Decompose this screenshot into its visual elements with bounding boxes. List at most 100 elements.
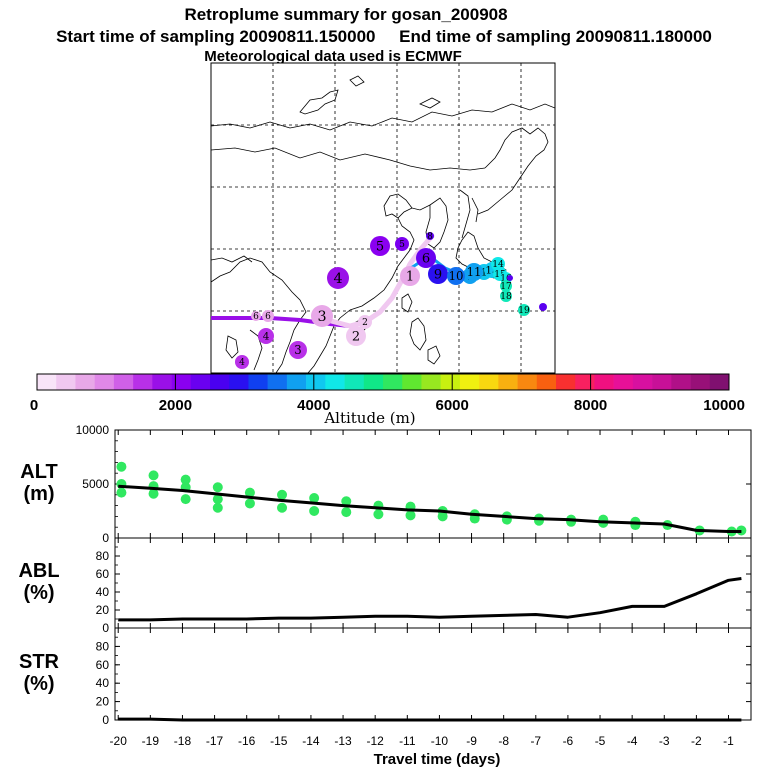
colorbar-cell xyxy=(267,374,288,390)
panel-y-label: (%) xyxy=(23,582,54,604)
map-marker-dot xyxy=(395,237,409,251)
colorbar-cells xyxy=(37,374,730,390)
map-marker: 8 xyxy=(426,232,434,242)
map-marker-dot xyxy=(400,266,420,286)
map-marker: 1 xyxy=(400,266,420,286)
map-marker: 19 xyxy=(518,304,530,316)
scatter-point xyxy=(212,482,223,493)
panel-abl: 80 60 40 20 0 ABL(%) xyxy=(18,537,752,635)
x-tick-label: -17 xyxy=(206,734,224,748)
scatter-point xyxy=(116,461,127,472)
map-marker: 5 xyxy=(370,236,390,256)
y-tick-label: 40 xyxy=(96,585,110,599)
series-line xyxy=(118,484,742,533)
map-marker-dot xyxy=(235,355,249,369)
colorbar-tick-label: 8000 xyxy=(574,397,607,414)
y-tick-label: 0 xyxy=(102,713,109,727)
scatter-point xyxy=(116,487,127,498)
x-tick-label: -15 xyxy=(270,734,288,748)
x-tick-label: -13 xyxy=(334,734,352,748)
panel-y-label: (%) xyxy=(23,673,54,695)
map-marker-label: 2 xyxy=(362,318,368,328)
colorbar-cell xyxy=(286,374,307,390)
map-marker-label: 15 xyxy=(494,270,506,280)
colorbar-cell xyxy=(421,374,441,390)
map-marker: 6 xyxy=(262,310,274,322)
map-marker-dot xyxy=(465,263,483,281)
map-panel: 11122334445566689101113141516171819 xyxy=(210,62,556,374)
map-marker-dot xyxy=(426,232,434,240)
colorbar-cell xyxy=(133,374,153,390)
map-marker-dot xyxy=(428,264,448,284)
map-marker-label: 6 xyxy=(265,312,271,322)
scatter-point xyxy=(373,509,384,520)
y-tick-label: 20 xyxy=(96,603,110,617)
scatter-point xyxy=(148,488,159,499)
x-tick-labels: -20 -19 -18 -17 -16 -15 -14 -13 -12 -11 -10 -9 -8 -7 -… xyxy=(110,734,735,748)
map-marker-label: 5 xyxy=(399,240,405,250)
scatter-point xyxy=(277,502,288,513)
title-line-3: Meteorological data used is ECMWF xyxy=(204,48,462,65)
map-marker-dot xyxy=(500,280,512,292)
panel-str: 80 60 40 20 0 STR(%) xyxy=(19,627,752,727)
map-marker-dot xyxy=(447,267,465,285)
map-marker: 6 xyxy=(251,311,261,322)
map-marker-dot xyxy=(358,315,372,329)
scatter-point xyxy=(244,487,255,498)
map-marker: 4 xyxy=(235,355,249,369)
y-tick-label: 60 xyxy=(96,658,110,672)
colorbar-cell xyxy=(37,374,57,390)
colorbar-cell xyxy=(383,374,403,390)
panel-y-label: ALT xyxy=(20,461,57,483)
map-marker-label: 5 xyxy=(376,240,384,255)
map-marker-dot xyxy=(416,248,436,268)
scatter-point xyxy=(309,493,320,504)
colorbar-tick-label: 10000 xyxy=(703,397,745,414)
colorbar-cell xyxy=(575,374,595,390)
map-marker-label: 3 xyxy=(294,343,301,357)
colorbar-cell xyxy=(113,374,134,390)
map-marker-dot xyxy=(539,303,547,311)
x-tick-label: -14 xyxy=(302,734,320,748)
colorbar-cell xyxy=(363,374,384,390)
x-tick-label: -3 xyxy=(659,734,670,748)
scatter-point xyxy=(244,498,255,509)
map-marker-label: 4 xyxy=(333,271,342,287)
map-marker: 10 xyxy=(447,267,465,285)
y-tick-label: 60 xyxy=(96,567,110,581)
panel-alt: 10000 5000 0 ALT(m) xyxy=(20,423,752,545)
colorbar-cell xyxy=(210,374,230,390)
x-tick-label: -19 xyxy=(142,734,160,748)
colorbar-cell xyxy=(325,374,345,390)
colorbar-cell xyxy=(709,374,730,390)
map-marker-label: 4 xyxy=(239,358,245,368)
colorbar-cell xyxy=(498,374,518,390)
map-marker-label: 6 xyxy=(422,252,430,267)
colorbar-cell xyxy=(690,374,711,390)
map-marker-dot xyxy=(518,304,530,316)
colorbar-cell xyxy=(632,374,653,390)
scatter-point xyxy=(277,489,288,500)
map-marker-dot xyxy=(327,267,349,289)
panel-frame xyxy=(114,627,752,721)
colorbar-label: Altitude (m) xyxy=(323,409,415,427)
x-tick-label: -2 xyxy=(691,734,702,748)
x-tick-label: -1 xyxy=(723,734,734,748)
panel-frame xyxy=(114,429,752,539)
scatter-point xyxy=(212,502,223,513)
map-marker-dot xyxy=(500,290,512,302)
map-marker-label: 3 xyxy=(317,309,326,325)
map-marker: 2 xyxy=(358,315,372,329)
y-tick-label: 5000 xyxy=(82,477,109,491)
map-frame xyxy=(210,62,556,374)
map-marker: 18 xyxy=(500,290,512,302)
title-line-1: Retroplume summary for gosan_200908 xyxy=(184,5,507,24)
colorbar-tick-label: 2000 xyxy=(159,397,192,414)
y-tick-label: 80 xyxy=(96,549,110,563)
title-line-2: Start time of sampling 20090811.150000 E… xyxy=(56,27,712,46)
map-marker: 3 xyxy=(289,341,307,359)
colorbar-cell xyxy=(248,374,268,390)
y-tick-label: 80 xyxy=(96,639,110,653)
scatter-point xyxy=(212,494,223,505)
colorbar-ticks: 0 2000 4000 6000 8000 10000 xyxy=(30,374,745,414)
